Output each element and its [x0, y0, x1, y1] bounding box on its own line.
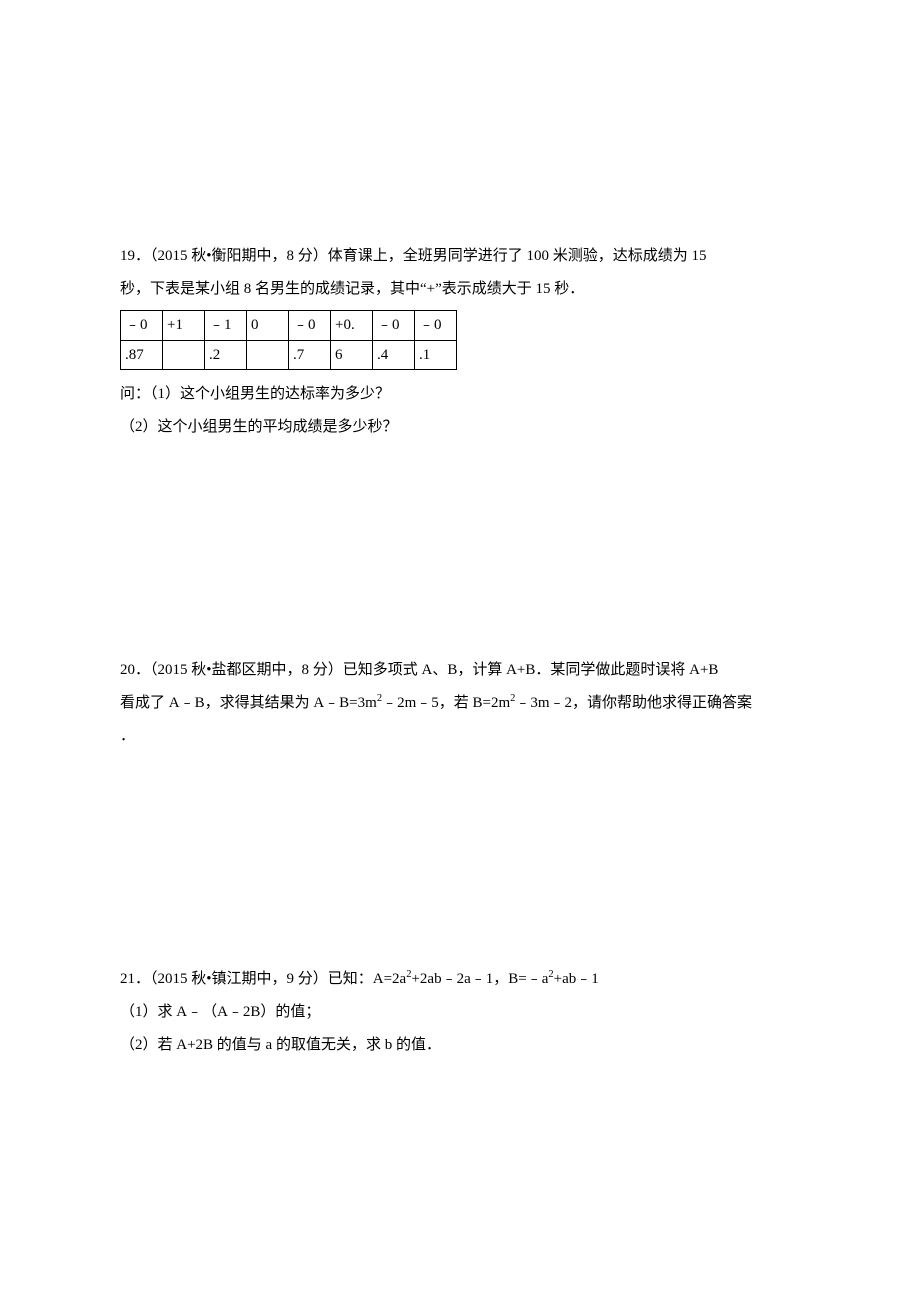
table-cell [247, 340, 289, 370]
table-cell: ﹣0 [289, 311, 331, 341]
table-row: ﹣0 +1 ﹣1 0 ﹣0 +0. ﹣0 ﹣0 [121, 311, 457, 341]
q21-line1-post: +ab﹣1 [554, 971, 599, 987]
q21-line1-pre: 21．（2015 秋•镇江期中，9 分）已知：A=2a [120, 971, 406, 987]
q21-sub2: （2）若 A+2B 的值与 a 的取值无关，求 b 的值． [120, 1029, 800, 1062]
table-cell: .7 [289, 340, 331, 370]
table-cell: .2 [205, 340, 247, 370]
question-20: 20．（2015 秋•盐都区期中，8 分）已知多项式 A、B，计算 A+B．某同… [120, 654, 800, 753]
q19-sub1: 问：（1）这个小组男生的达标率为多少？ [120, 378, 800, 411]
table-cell: ﹣0 [121, 311, 163, 341]
q19-sub2: （2）这个小组男生的平均成绩是多少秒？ [120, 411, 800, 444]
document-page: 19．（2015 秋•衡阳期中，8 分）体育课上，全班男同学进行了 100 米测… [0, 0, 920, 1162]
table-cell: ﹣1 [205, 311, 247, 341]
q20-line1: 20．（2015 秋•盐都区期中，8 分）已知多项式 A、B，计算 A+B．某同… [120, 654, 800, 687]
table-cell: ﹣0 [373, 311, 415, 341]
table-cell: .1 [415, 340, 457, 370]
q19-line1: 19．（2015 秋•衡阳期中，8 分）体育课上，全班男同学进行了 100 米测… [120, 240, 800, 273]
table-cell: +0. [331, 311, 373, 341]
q19-line2: 秒，下表是某小组 8 名男生的成绩记录，其中“+”表示成绩大于 15 秒． [120, 273, 800, 306]
q21-line1: 21．（2015 秋•镇江期中，9 分）已知：A=2a2+2ab﹣2a﹣1，B=… [120, 963, 800, 996]
table-row: .87 .2 .7 6 .4 .1 [121, 340, 457, 370]
table-cell: ﹣0 [415, 311, 457, 341]
table-cell: 0 [247, 311, 289, 341]
table-cell: .87 [121, 340, 163, 370]
question-21: 21．（2015 秋•镇江期中，9 分）已知：A=2a2+2ab﹣2a﹣1，B=… [120, 963, 800, 1062]
q20-line2-pre: 看成了 A﹣B，求得其结果为 A﹣B=3m [120, 695, 377, 711]
q21-line1-mid: +2ab﹣2a﹣1，B=﹣a [411, 971, 548, 987]
question-19: 19．（2015 秋•衡阳期中，8 分）体育课上，全班男同学进行了 100 米测… [120, 240, 800, 444]
q21-sub1: （1）求 A﹣（A﹣2B）的值； [120, 996, 800, 1029]
q20-line3: ． [120, 720, 800, 753]
table-cell: +1 [163, 311, 205, 341]
table-cell: 6 [331, 340, 373, 370]
q19-score-table: ﹣0 +1 ﹣1 0 ﹣0 +0. ﹣0 ﹣0 .87 .2 .7 6 .4 .… [120, 310, 457, 370]
table-cell: .4 [373, 340, 415, 370]
q20-line2-post: ﹣3m﹣2，请你帮助他求得正确答案 [515, 695, 752, 711]
q20-line2-mid: ﹣2m﹣5，若 B=2m [382, 695, 510, 711]
q20-line2: 看成了 A﹣B，求得其结果为 A﹣B=3m2﹣2m﹣5，若 B=2m2﹣3m﹣2… [120, 687, 800, 720]
table-cell [163, 340, 205, 370]
